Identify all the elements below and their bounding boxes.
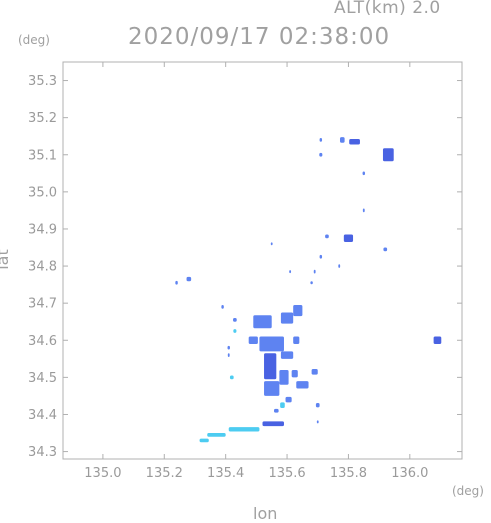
y-tick-label: 34.9 <box>28 222 57 237</box>
echo-cell <box>207 433 226 437</box>
echo-cell <box>315 402 320 408</box>
echo-cell <box>253 315 272 329</box>
y-axis: 34.3 34.4 34.5 34.6 34.7 34.8 34.9 35.0 35.1 35.2… <box>28 74 462 460</box>
x-axis-label: lon <box>253 504 278 523</box>
y-tick-label: 34.5 <box>28 371 57 386</box>
echo-cell <box>280 402 285 408</box>
echo-cell <box>199 438 209 443</box>
echo-cell <box>296 381 309 389</box>
echo-cell <box>175 280 178 285</box>
echo-cell <box>349 138 360 145</box>
echo-cell <box>280 312 294 324</box>
y-unit-label: (deg) <box>18 33 50 47</box>
x-tick-label: 135.6 <box>268 466 305 481</box>
x-tick-label: 135.8 <box>330 466 367 481</box>
y-tick-label: 35.2 <box>28 111 57 126</box>
y-tick-label: 34.7 <box>28 297 57 312</box>
echo-cell <box>382 148 394 162</box>
y-tick-label: 35.1 <box>28 148 57 163</box>
echo-cell <box>264 353 277 380</box>
echo-cell <box>362 208 365 213</box>
y-tick-label: 34.6 <box>28 334 57 349</box>
chart-title: 2020/09/17 02:38:00 <box>128 24 391 50</box>
echo-cell <box>319 254 323 259</box>
echo-cell <box>270 242 273 246</box>
y-tick-label: 35.0 <box>28 185 57 200</box>
echo-cell <box>293 336 300 344</box>
y-tick-label: 34.8 <box>28 260 57 275</box>
x-tick-label: 135.2 <box>146 466 183 481</box>
echo-cell <box>280 351 294 359</box>
x-axis: 135.0 135.2 135.4 135.6 135.8 136.0 <box>84 62 428 481</box>
echo-cell <box>285 396 292 403</box>
echo-cell <box>227 353 230 357</box>
altitude-label: ALT(km) 2.0 <box>334 0 441 18</box>
y-tick-label: 34.3 <box>28 445 57 460</box>
echo-cell <box>227 345 230 350</box>
echo-cell <box>229 375 234 380</box>
echo-cell <box>293 305 303 317</box>
echo-cell <box>259 336 284 352</box>
echo-cell <box>362 171 366 176</box>
echo-cell <box>433 336 442 344</box>
echo-cell <box>291 369 298 378</box>
echo-cell <box>228 427 260 432</box>
echo-cell <box>383 247 388 252</box>
echo-cell <box>310 281 313 285</box>
echo-cell <box>343 234 354 242</box>
echo-cell <box>311 369 318 375</box>
echo-cell <box>233 318 237 322</box>
echo-layer <box>175 137 442 443</box>
echo-cell <box>319 152 323 157</box>
echo-cell <box>262 421 284 427</box>
y-tick-label: 34.4 <box>28 408 57 423</box>
echo-cell <box>339 137 345 143</box>
echo-cell <box>289 270 292 274</box>
echo-cell <box>248 336 258 344</box>
echo-cell <box>264 381 280 396</box>
echo-cell <box>274 408 279 413</box>
echo-cell <box>313 269 316 274</box>
plot-frame <box>62 61 463 460</box>
x-unit-label: (deg) <box>452 484 484 498</box>
echo-cell <box>316 420 319 424</box>
x-tick-label: 135.0 <box>84 466 121 481</box>
echo-cell <box>279 369 289 385</box>
echo-cell <box>186 276 192 282</box>
echo-cell <box>325 234 329 239</box>
echo-cell <box>319 138 323 142</box>
echo-cell <box>233 329 237 333</box>
x-tick-label: 136.0 <box>391 466 428 481</box>
y-tick-label: 35.3 <box>28 74 57 89</box>
echo-cell <box>221 305 224 309</box>
echo-cell <box>338 264 341 268</box>
x-tick-label: 135.4 <box>207 466 244 481</box>
